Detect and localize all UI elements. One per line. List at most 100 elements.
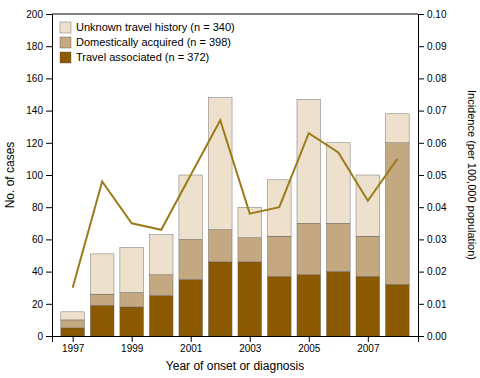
tick-mark xyxy=(250,336,251,342)
tick: 0.09 xyxy=(418,41,447,52)
tick-label: 0.10 xyxy=(427,9,447,20)
y2-axis-title: Incidence (per 100,000 population) xyxy=(466,90,478,260)
tick-label: 120 xyxy=(26,138,43,149)
tick-mark xyxy=(73,336,74,342)
tick: 0.02 xyxy=(418,266,447,277)
bar xyxy=(149,296,173,336)
tick: 0 xyxy=(37,331,52,342)
y-axis: 0 20 40 60 80 100 120 140 160 180 200 xyxy=(26,9,52,342)
tick-label: 140 xyxy=(26,105,43,116)
tick: 0.04 xyxy=(418,202,447,213)
bar xyxy=(267,276,291,336)
tick-mark xyxy=(46,111,52,112)
tick-label: 0.09 xyxy=(427,41,447,52)
tick: 0.07 xyxy=(418,105,447,116)
tick-label: 160 xyxy=(26,73,43,84)
tick-mark xyxy=(46,336,52,337)
tick: 120 xyxy=(26,138,52,149)
tick-label: 2007 xyxy=(357,343,380,354)
bar xyxy=(208,230,232,262)
tick-mark xyxy=(418,304,424,305)
tick: 160 xyxy=(26,73,52,84)
tick-label: 100 xyxy=(26,170,43,181)
tick: 80 xyxy=(32,202,52,213)
tick-label: 80 xyxy=(32,202,44,213)
legend-label: Travel associated (n = 372) xyxy=(76,51,209,63)
legend-label: Unknown travel history (n = 340) xyxy=(76,21,235,33)
tick-label: 0.01 xyxy=(427,299,447,310)
tick-label: 2003 xyxy=(239,343,262,354)
tick-label: 0.08 xyxy=(427,73,447,84)
bar xyxy=(90,294,114,305)
tick-mark xyxy=(46,304,52,305)
bar xyxy=(61,320,85,328)
tick-label: 60 xyxy=(32,234,44,245)
tick-mark xyxy=(418,207,424,208)
legend-item: Unknown travel history (n = 340) xyxy=(60,21,235,33)
bar xyxy=(386,143,410,285)
bar xyxy=(297,223,321,275)
tick-mark xyxy=(418,239,424,240)
bar xyxy=(267,236,291,276)
bar xyxy=(61,328,85,336)
axis-line xyxy=(46,15,53,337)
tick: 40 xyxy=(32,266,52,277)
plot: 1997199920012003200520070204060801001201… xyxy=(26,9,447,354)
tick: 0.06 xyxy=(418,138,447,149)
tick-mark xyxy=(46,175,52,176)
bar xyxy=(327,143,351,224)
frame-line xyxy=(52,14,418,15)
tick-mark xyxy=(418,46,424,47)
tick: 20 xyxy=(32,299,52,310)
tick-label: 1999 xyxy=(121,343,144,354)
bar xyxy=(61,312,85,320)
tick-label: 2005 xyxy=(298,343,321,354)
x-axis: 199719992001200320052007 xyxy=(53,336,419,354)
axis-line xyxy=(53,337,419,343)
tick-label: 0.07 xyxy=(427,105,447,116)
bar xyxy=(149,275,173,296)
tick-mark xyxy=(418,14,424,15)
tick: 1997 xyxy=(62,336,85,354)
legend-swatch xyxy=(60,37,71,48)
tick-label: 0.02 xyxy=(427,266,447,277)
bar xyxy=(238,262,262,336)
tick-label: 0.06 xyxy=(427,138,447,149)
tick: 0.00 xyxy=(418,331,447,342)
legend-swatch xyxy=(60,52,71,63)
bar xyxy=(179,280,203,336)
tick-mark xyxy=(46,207,52,208)
axis-line xyxy=(419,15,425,337)
tick-label: 180 xyxy=(26,41,43,52)
legend-item: Domestically acquired (n = 398) xyxy=(60,36,231,48)
bar xyxy=(356,175,380,236)
tick: 200 xyxy=(26,9,52,20)
tick: 2007 xyxy=(357,336,380,354)
tick-mark xyxy=(191,336,192,342)
y2-axis: 0.000.010.020.030.040.050.060.070.080.09… xyxy=(418,9,447,342)
tick-label: 0 xyxy=(37,331,43,342)
tick: 2003 xyxy=(239,336,262,354)
tick-mark xyxy=(418,336,424,337)
tick: 0.05 xyxy=(418,170,447,181)
bar xyxy=(327,223,351,271)
tick-mark xyxy=(418,272,424,273)
tick-mark xyxy=(418,111,424,112)
bar xyxy=(120,247,144,292)
tick-mark xyxy=(132,336,133,342)
bar xyxy=(297,275,321,336)
tick-mark xyxy=(46,143,52,144)
bar xyxy=(356,276,380,336)
tick: 0.08 xyxy=(418,73,447,84)
tick: 0.01 xyxy=(418,299,447,310)
tick: 180 xyxy=(26,41,52,52)
tick-mark xyxy=(309,336,310,342)
tick: 2005 xyxy=(298,336,321,354)
bar xyxy=(90,254,114,294)
legend-item: Travel associated (n = 372) xyxy=(60,51,209,63)
tick-label: 0.04 xyxy=(427,202,447,213)
bar xyxy=(179,175,203,239)
legend: Unknown travel history (n = 340) Domestic… xyxy=(60,21,235,63)
bar xyxy=(149,235,173,275)
tick-label: 40 xyxy=(32,266,44,277)
